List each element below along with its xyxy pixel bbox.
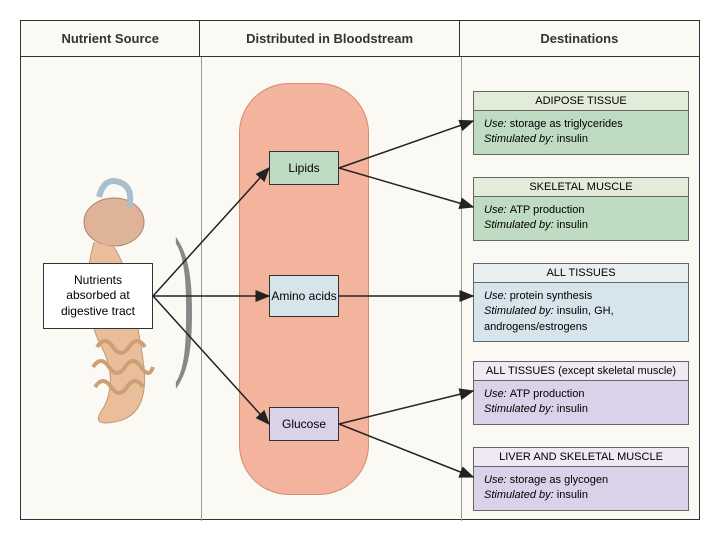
destination-title: ALL TISSUES (except skeletal muscle)	[474, 362, 688, 381]
nutrient-label: Amino acids	[271, 289, 336, 303]
source-box: Nutrients absorbed at digestive tract	[43, 263, 153, 329]
diagram-frame: Nutrient Source Distributed in Bloodstre…	[20, 20, 700, 520]
destination-title: ADIPOSE TISSUE	[474, 92, 688, 111]
header-source: Nutrient Source	[21, 21, 200, 56]
destination-alltissues-except: ALL TISSUES (except skeletal muscle)Use:…	[473, 361, 689, 425]
nutrient-lipids: Lipids	[269, 151, 339, 185]
destination-body: Use: ATP productionStimulated by: insuli…	[474, 381, 688, 424]
destination-body: Use: ATP productionStimulated by: insuli…	[474, 197, 688, 240]
destination-body: Use: storage as triglyceridesStimulated …	[474, 111, 688, 154]
diagram-body: ) Nutrients absorbed at digestive tract …	[21, 57, 699, 521]
destination-skeletal: SKELETAL MUSCLEUse: ATP productionStimul…	[473, 177, 689, 241]
destination-title: ALL TISSUES	[474, 264, 688, 283]
nutrient-amino-acids: Amino acids	[269, 275, 339, 317]
header-destinations: Destinations	[460, 21, 699, 56]
bracket-icon: )	[174, 201, 195, 394]
destination-adipose: ADIPOSE TISSUEUse: storage as triglyceri…	[473, 91, 689, 155]
destination-title: SKELETAL MUSCLE	[474, 178, 688, 197]
nutrient-glucose: Glucose	[269, 407, 339, 441]
destination-liver-skeletal: LIVER AND SKELETAL MUSCLEUse: storage as…	[473, 447, 689, 511]
header-bloodstream: Distributed in Bloodstream	[200, 21, 459, 56]
nutrient-label: Lipids	[288, 161, 319, 175]
destination-body: Use: storage as glycogenStimulated by: i…	[474, 467, 688, 510]
nutrient-label: Glucose	[282, 417, 326, 431]
destination-body: Use: protein synthesisStimulated by: ins…	[474, 283, 688, 341]
column-divider	[201, 57, 202, 521]
destination-title: LIVER AND SKELETAL MUSCLE	[474, 448, 688, 467]
header-row: Nutrient Source Distributed in Bloodstre…	[21, 21, 699, 57]
destination-alltissues: ALL TISSUESUse: protein synthesisStimula…	[473, 263, 689, 342]
column-divider	[461, 57, 462, 521]
source-label: Nutrients absorbed at digestive tract	[48, 273, 148, 320]
